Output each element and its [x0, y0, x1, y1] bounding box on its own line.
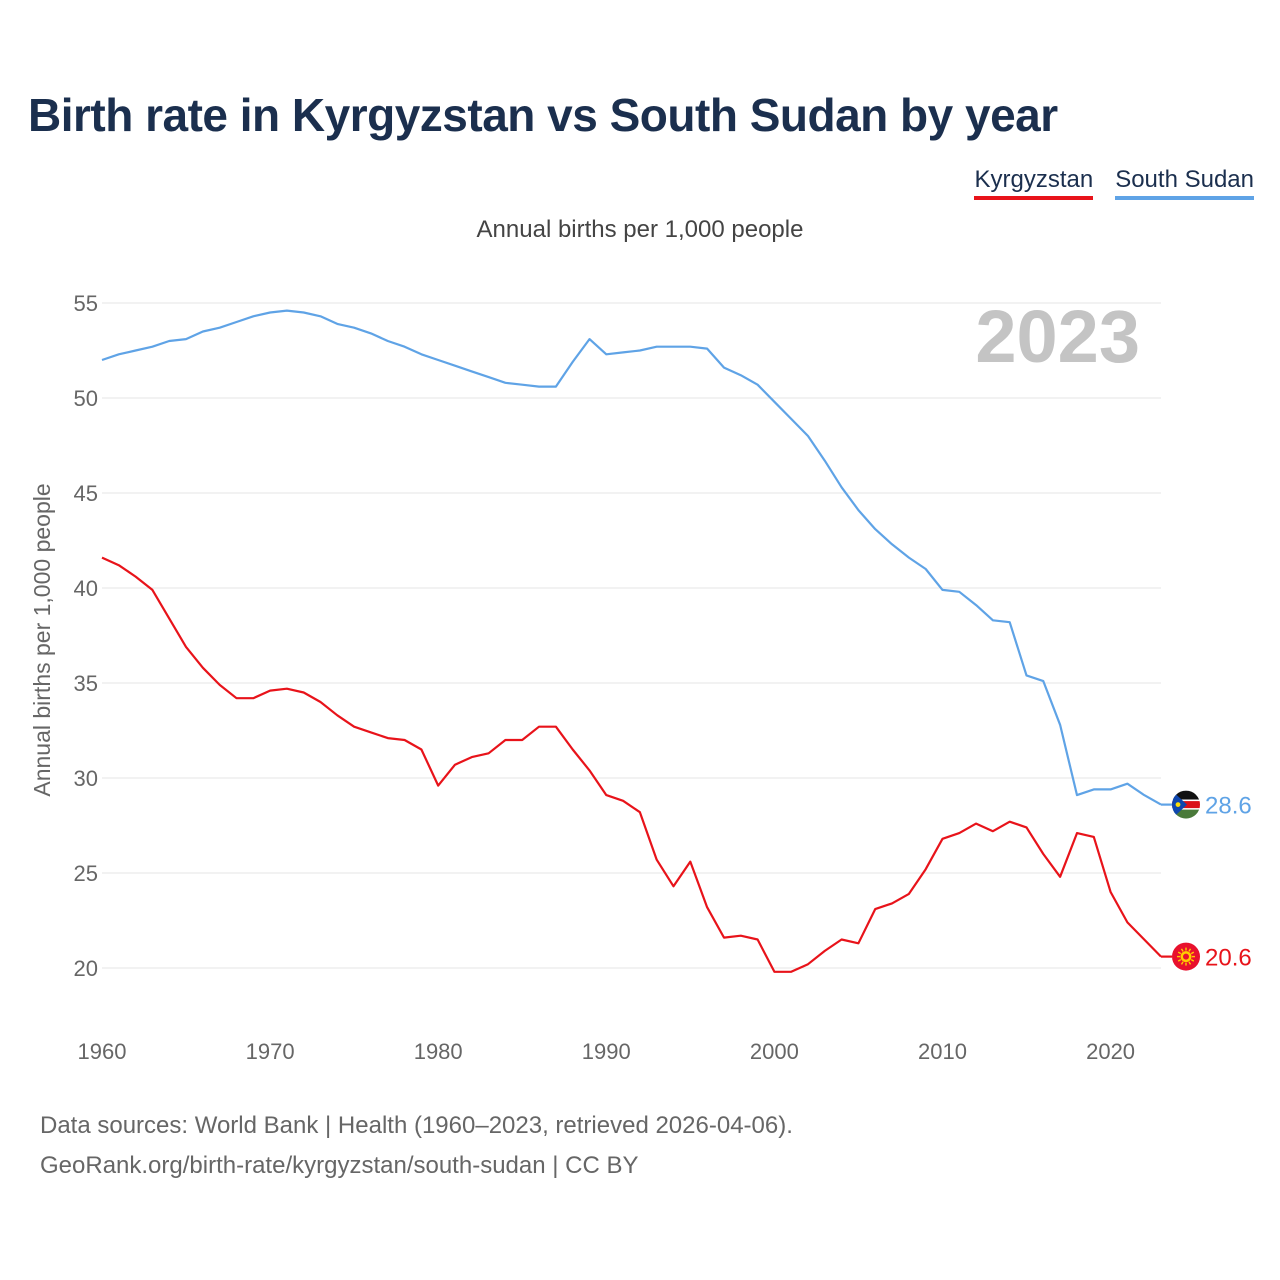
kyrgyzstan-flag-icon: [1172, 942, 1200, 971]
x-tick-label: 2020: [1086, 1039, 1135, 1064]
x-tick-label: 1980: [414, 1039, 463, 1064]
x-tick-label: 1990: [582, 1039, 631, 1064]
y-tick-label: 30: [74, 766, 98, 791]
footer-url: GeoRank.org/birth-rate/kyrgyzstan/south-…: [40, 1152, 639, 1179]
y-tick-label: 45: [74, 481, 98, 506]
x-tick-label: 1960: [78, 1039, 127, 1064]
end-value-label-south-sudan: 28.6: [1205, 793, 1252, 820]
y-axis-ticks: 20 25 30 35 40 45 50 55: [74, 291, 98, 981]
x-axis-ticks: 1960 1970 1980 1990 2000 2010 2020: [78, 1039, 1136, 1064]
chart-title: Birth rate in Kyrgyzstan vs South Sudan …: [28, 89, 1058, 141]
legend-item-kyrgyzstan[interactable]: Kyrgyzstan: [974, 166, 1094, 200]
chart-subtitle: Annual births per 1,000 people: [476, 216, 804, 243]
y-tick-label: 35: [74, 671, 98, 696]
end-value-label-kyrgyzstan: 20.6: [1205, 945, 1252, 972]
series-lines: [101, 309, 1162, 973]
y-tick-label: 25: [74, 861, 98, 886]
series-line-south-sudan[interactable]: [101, 309, 1162, 806]
footer: Data sources: World Bank | Health (1960–…: [40, 1106, 793, 1186]
y-tick-label: 50: [74, 386, 98, 411]
end-markers: 20.6 28.6: [1161, 790, 1252, 972]
x-tick-label: 2000: [750, 1039, 799, 1064]
south-sudan-flag-icon: [1172, 790, 1200, 819]
legend-item-south-sudan[interactable]: South Sudan: [1115, 166, 1254, 200]
x-tick-label: 2010: [918, 1039, 967, 1064]
y-tick-label: 55: [74, 291, 98, 316]
grid-lines: [102, 302, 1161, 969]
y-axis-label: Annual births per 1,000 people: [29, 483, 55, 796]
series-line-kyrgyzstan[interactable]: [101, 556, 1162, 973]
legend: Kyrgyzstan South Sudan: [974, 166, 1254, 200]
y-tick-label: 20: [74, 956, 98, 981]
footer-sources: Data sources: World Bank | Health (1960–…: [40, 1112, 793, 1139]
year-display: 2023: [975, 295, 1140, 378]
y-tick-label: 40: [74, 576, 98, 601]
x-tick-label: 1970: [246, 1039, 295, 1064]
